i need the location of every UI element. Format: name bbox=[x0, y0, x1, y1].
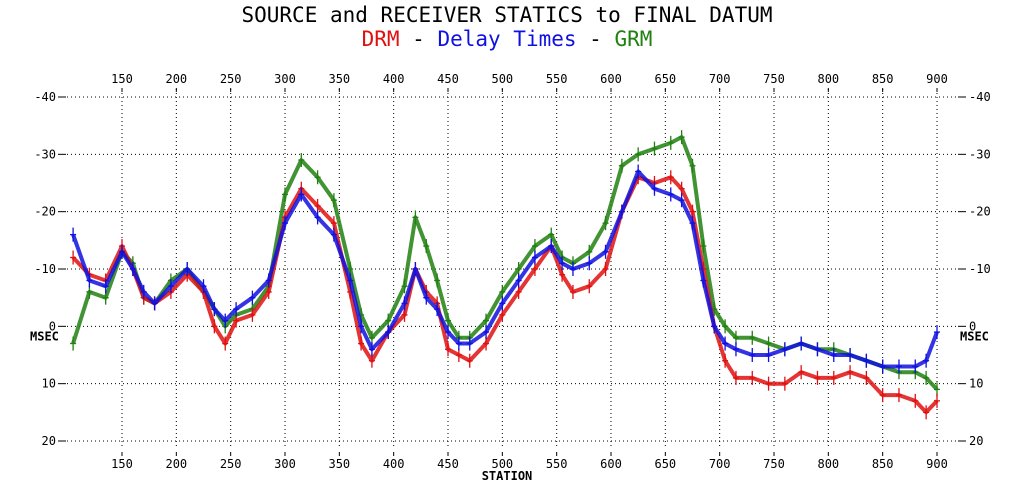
y-tick-label-right: 10 bbox=[969, 377, 983, 391]
x-tick-label-top: 300 bbox=[274, 72, 296, 86]
x-tick-label-bottom: 150 bbox=[111, 457, 133, 471]
x-tick-label-top: 200 bbox=[165, 72, 187, 86]
chart-title: SOURCE and RECEIVER STATICS to FINAL DAT… bbox=[241, 3, 773, 27]
y-tick-label-left: -10 bbox=[34, 262, 56, 276]
x-tick-label-bottom: 550 bbox=[546, 457, 568, 471]
subtitle-part: - bbox=[399, 27, 438, 51]
x-axis-label: STATION bbox=[482, 469, 533, 483]
chart-subtitle: DRM - Delay Times - GRM bbox=[0, 27, 1014, 51]
x-tick-label-top: 150 bbox=[111, 72, 133, 86]
x-tick-label-bottom: 350 bbox=[328, 457, 350, 471]
x-tick-label-top: 400 bbox=[383, 72, 405, 86]
x-tick-label-bottom: 500 bbox=[491, 457, 513, 471]
x-tick-label-bottom: 250 bbox=[220, 457, 242, 471]
subtitle-part: GRM bbox=[614, 27, 653, 51]
y-tick-label-right: -20 bbox=[969, 205, 991, 219]
subtitle-part: DRM bbox=[361, 27, 400, 51]
x-tick-label-top: 750 bbox=[763, 72, 785, 86]
series-line bbox=[71, 175, 939, 415]
y-axis-label-left: MSEC bbox=[30, 329, 59, 343]
series-delay-times bbox=[70, 164, 940, 374]
x-tick-label-bottom: 450 bbox=[437, 457, 459, 471]
series-grm bbox=[70, 130, 940, 397]
x-tick-label-top: 850 bbox=[872, 72, 894, 86]
x-tick-label-bottom: 750 bbox=[763, 457, 785, 471]
x-tick-label-bottom: 200 bbox=[165, 457, 187, 471]
y-axis-label-right: MSEC bbox=[960, 329, 989, 343]
y-tick-label-left: 0 bbox=[49, 319, 56, 333]
x-tick-label-bottom: 600 bbox=[600, 457, 622, 471]
axes: 1501502002002502503003003503504004004504… bbox=[34, 72, 990, 471]
series-line bbox=[71, 169, 939, 369]
x-tick-label-top: 550 bbox=[546, 72, 568, 86]
y-tick-label-right: -30 bbox=[969, 147, 991, 161]
subtitle-part: - bbox=[576, 27, 615, 51]
x-tick-label-bottom: 400 bbox=[383, 457, 405, 471]
x-tick-label-top: 900 bbox=[926, 72, 948, 86]
x-tick-label-bottom: 650 bbox=[654, 457, 676, 471]
x-tick-label-bottom: 700 bbox=[709, 457, 731, 471]
series-drm bbox=[70, 170, 940, 420]
y-tick-label-left: -40 bbox=[34, 90, 56, 104]
y-tick-label-right: 0 bbox=[969, 319, 976, 333]
y-tick-label-left: -30 bbox=[34, 147, 56, 161]
series-layer bbox=[70, 130, 940, 420]
x-tick-label-bottom: 800 bbox=[817, 457, 839, 471]
y-tick-label-left: 20 bbox=[42, 434, 56, 448]
series-line bbox=[71, 135, 939, 391]
x-tick-label-top: 250 bbox=[220, 72, 242, 86]
x-tick-label-bottom: 850 bbox=[872, 457, 894, 471]
x-tick-label-top: 600 bbox=[600, 72, 622, 86]
x-tick-label-bottom: 300 bbox=[274, 457, 296, 471]
y-tick-label-left: 10 bbox=[42, 377, 56, 391]
subtitle-part: Delay Times bbox=[437, 27, 577, 51]
y-tick-label-right: 20 bbox=[969, 434, 983, 448]
x-tick-label-bottom: 900 bbox=[926, 457, 948, 471]
x-tick-label-top: 350 bbox=[328, 72, 350, 86]
y-tick-label-left: -20 bbox=[34, 205, 56, 219]
y-tick-label-right: -40 bbox=[969, 90, 991, 104]
x-tick-label-top: 800 bbox=[817, 72, 839, 86]
x-tick-label-top: 700 bbox=[709, 72, 731, 86]
grid bbox=[67, 89, 957, 449]
x-tick-label-top: 450 bbox=[437, 72, 459, 86]
x-tick-label-top: 650 bbox=[654, 72, 676, 86]
x-tick-label-top: 500 bbox=[491, 72, 513, 86]
y-tick-label-right: -10 bbox=[969, 262, 991, 276]
